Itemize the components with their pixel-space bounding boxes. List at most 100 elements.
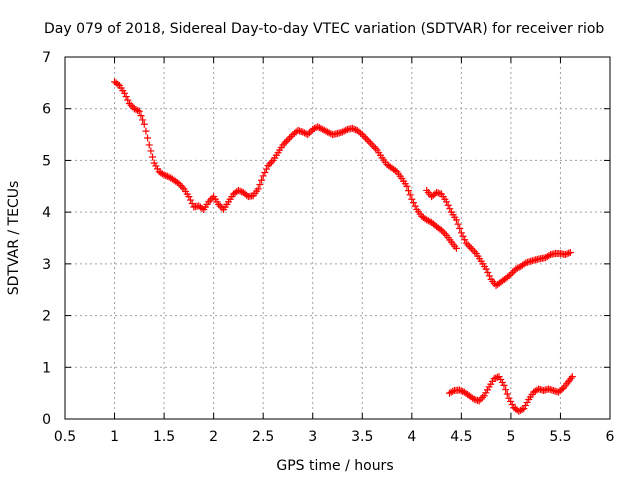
data-point bbox=[561, 251, 569, 259]
x-tick-label: 2 bbox=[209, 429, 218, 445]
data-point bbox=[205, 198, 213, 206]
data-point-interp bbox=[114, 80, 122, 88]
y-tick-label: 0 bbox=[42, 412, 51, 428]
y-tick-label: 7 bbox=[42, 50, 51, 66]
data-point-interp bbox=[523, 398, 531, 406]
data-point-interp bbox=[447, 388, 455, 396]
data-point-interp bbox=[509, 268, 517, 276]
data-point-interp bbox=[454, 220, 462, 228]
data-point-interp bbox=[479, 393, 487, 401]
y-axis-label: SDTVAR / TECUs bbox=[6, 181, 22, 296]
data-point-interp bbox=[256, 181, 264, 189]
data-point-interp bbox=[322, 127, 330, 135]
data-series bbox=[111, 78, 576, 415]
series-segment-3 bbox=[445, 373, 576, 415]
data-point bbox=[423, 216, 431, 224]
data-point-interp bbox=[507, 397, 515, 405]
data-point-interp bbox=[325, 129, 333, 137]
data-point-interp bbox=[461, 236, 469, 244]
data-point bbox=[324, 128, 332, 136]
data-point bbox=[309, 125, 317, 133]
data-point bbox=[408, 195, 416, 203]
data-point-interp bbox=[310, 125, 318, 133]
data-point bbox=[452, 216, 460, 224]
x-tick-label: 1 bbox=[110, 429, 119, 445]
x-tick-label: 2.5 bbox=[252, 429, 274, 445]
data-point-interp bbox=[411, 202, 419, 210]
data-point-interp bbox=[281, 139, 289, 147]
data-point-interp bbox=[441, 230, 449, 238]
data-point bbox=[438, 226, 446, 234]
data-point-interp bbox=[518, 406, 526, 414]
data-point bbox=[234, 186, 242, 194]
data-point bbox=[505, 394, 513, 402]
data-point-interp bbox=[147, 147, 155, 155]
data-point-interp bbox=[521, 402, 529, 410]
data-point-interp bbox=[545, 252, 553, 260]
data-point bbox=[140, 120, 148, 128]
x-tick-label: 4.5 bbox=[450, 429, 472, 445]
data-point-interp bbox=[320, 126, 328, 134]
data-point-interp bbox=[464, 241, 472, 249]
data-point-interp bbox=[485, 272, 493, 280]
y-tick-label: 4 bbox=[42, 205, 51, 221]
data-point-interp bbox=[563, 250, 571, 258]
x-tick-label: 3 bbox=[308, 429, 317, 445]
data-point-interp bbox=[484, 268, 492, 276]
data-point bbox=[515, 407, 523, 415]
data-point bbox=[348, 124, 356, 132]
data-point bbox=[279, 141, 287, 149]
data-point-interp bbox=[459, 232, 467, 240]
data-point-interp bbox=[137, 112, 145, 120]
data-point-interp bbox=[558, 385, 566, 393]
data-point-interp bbox=[391, 167, 399, 175]
data-point-interp bbox=[360, 132, 368, 140]
data-point-interp bbox=[315, 124, 323, 132]
data-point-interp bbox=[446, 205, 454, 213]
x-tick-label: 0.5 bbox=[54, 429, 76, 445]
data-point bbox=[568, 373, 576, 381]
data-point-interp bbox=[218, 204, 226, 212]
data-point-interp bbox=[258, 176, 266, 184]
data-point-interp bbox=[350, 125, 358, 133]
data-point-interp bbox=[567, 374, 575, 382]
data-point-interp bbox=[132, 106, 140, 114]
data-point-interp bbox=[370, 143, 378, 151]
data-point-interp bbox=[342, 126, 350, 134]
data-point-interp bbox=[266, 160, 274, 168]
data-point bbox=[284, 136, 292, 144]
x-tick-label: 3.5 bbox=[351, 429, 373, 445]
data-point-interp bbox=[305, 129, 313, 137]
data-point-interp bbox=[449, 387, 457, 395]
data-point-interp bbox=[208, 194, 216, 202]
data-point bbox=[175, 180, 183, 188]
x-tick-label: 6 bbox=[606, 429, 615, 445]
data-point bbox=[314, 123, 322, 131]
data-point bbox=[462, 239, 470, 247]
data-point-interp bbox=[163, 172, 171, 180]
data-point-interp bbox=[357, 129, 365, 137]
data-point bbox=[160, 171, 168, 179]
data-point bbox=[145, 141, 153, 149]
data-point-interp bbox=[236, 187, 244, 195]
data-point-interp bbox=[287, 132, 295, 140]
series-segment-1 bbox=[111, 78, 460, 252]
x-axis-label: GPS time / hours bbox=[276, 458, 393, 474]
data-point-interp bbox=[508, 401, 516, 409]
data-point-interp bbox=[503, 390, 511, 398]
data-point bbox=[363, 136, 371, 144]
data-point bbox=[443, 198, 450, 206]
data-point bbox=[403, 182, 411, 190]
data-point-interp bbox=[514, 264, 522, 272]
data-point bbox=[475, 397, 483, 405]
data-point-interp bbox=[177, 181, 185, 189]
data-point-interp bbox=[469, 246, 477, 254]
data-point-interp bbox=[502, 386, 510, 394]
data-point-interp bbox=[520, 260, 528, 268]
axis-ticks: 0.5 1 1.5 2 2.5 3 3.5 4 4.5 5 5.5 6 0 1 2 3 4 5 6 7 bbox=[42, 50, 614, 445]
data-point bbox=[135, 107, 143, 115]
data-point-interp bbox=[243, 191, 251, 199]
data-point-interp bbox=[565, 249, 573, 257]
data-point bbox=[338, 128, 346, 136]
